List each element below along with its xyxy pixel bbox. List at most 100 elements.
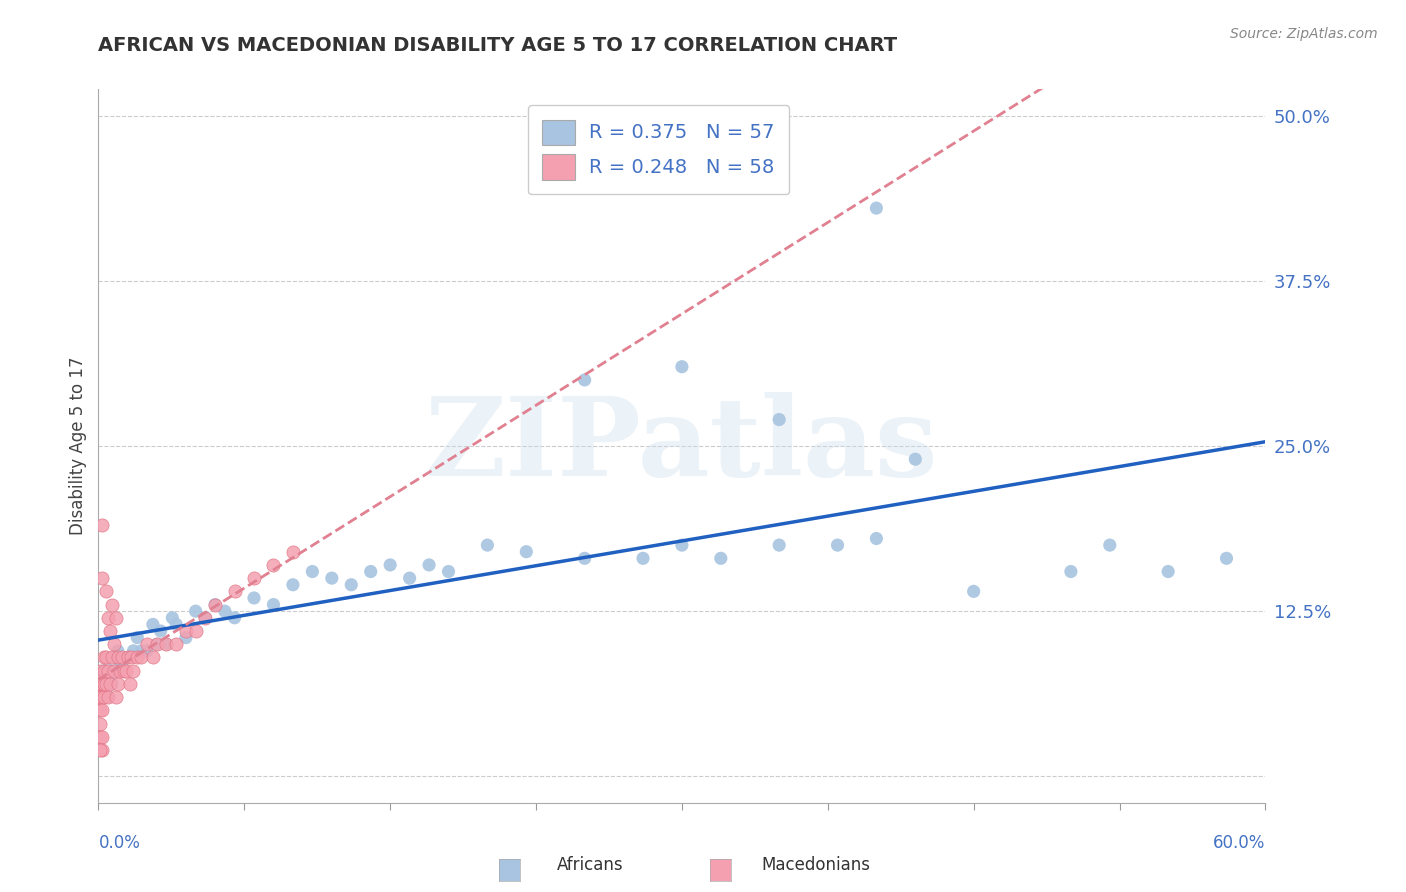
Text: ZIPatlas: ZIPatlas	[425, 392, 939, 500]
Y-axis label: Disability Age 5 to 17: Disability Age 5 to 17	[69, 357, 87, 535]
Point	[155, 637, 177, 651]
Point	[398, 571, 420, 585]
Point	[671, 538, 693, 552]
Point	[91, 690, 114, 704]
Point	[103, 637, 125, 651]
Point	[194, 611, 217, 625]
Point	[104, 664, 127, 678]
Point	[96, 677, 118, 691]
Point	[89, 716, 111, 731]
Point	[103, 650, 125, 665]
Point	[360, 565, 382, 579]
Point	[904, 452, 927, 467]
Point	[262, 598, 284, 612]
Point	[281, 545, 304, 559]
Point	[91, 677, 114, 691]
Text: 0.0%: 0.0%	[98, 834, 141, 852]
Text: AFRICAN VS MACEDONIAN DISABILITY AGE 5 TO 17 CORRELATION CHART: AFRICAN VS MACEDONIAN DISABILITY AGE 5 T…	[98, 36, 897, 54]
Point	[129, 644, 152, 658]
Point	[98, 677, 121, 691]
Point	[89, 703, 111, 717]
Point	[93, 650, 115, 665]
Point	[129, 650, 152, 665]
Point	[127, 650, 149, 665]
Point	[89, 664, 111, 678]
Point	[96, 677, 118, 691]
Point	[136, 644, 159, 658]
Point	[962, 584, 984, 599]
Point	[117, 650, 139, 665]
Point	[204, 598, 226, 612]
Point	[340, 578, 363, 592]
Point	[146, 637, 169, 651]
Point	[574, 551, 596, 566]
Point	[194, 611, 217, 625]
Point	[89, 690, 111, 704]
Point	[91, 518, 114, 533]
Point	[101, 598, 124, 612]
Text: Macedonians: Macedonians	[761, 856, 870, 874]
Point	[93, 664, 115, 678]
Point	[321, 571, 343, 585]
Point	[91, 730, 114, 744]
Point	[89, 690, 111, 704]
Point	[162, 611, 184, 625]
Point	[1157, 565, 1180, 579]
Point	[174, 624, 197, 638]
Point	[827, 538, 849, 552]
Point	[437, 565, 460, 579]
Point	[93, 677, 115, 691]
Point	[165, 617, 187, 632]
Point	[146, 637, 169, 651]
Point	[418, 558, 440, 572]
Point	[111, 650, 134, 665]
Point	[515, 545, 537, 559]
Point	[768, 412, 790, 426]
Point	[107, 677, 129, 691]
Point	[301, 565, 323, 579]
Point	[121, 650, 143, 665]
Point	[149, 624, 172, 638]
Point	[122, 644, 145, 658]
Text: 60.0%: 60.0%	[1213, 834, 1265, 852]
Point	[103, 664, 125, 678]
Point	[155, 637, 177, 651]
Point	[204, 598, 226, 612]
Text: Africans: Africans	[557, 856, 624, 874]
Point	[174, 631, 197, 645]
Point	[97, 611, 120, 625]
Point	[243, 571, 266, 585]
Point	[96, 584, 118, 599]
Point	[117, 650, 139, 665]
Point	[107, 650, 129, 665]
Point	[89, 743, 111, 757]
Legend: R = 0.375   N = 57, R = 0.248   N = 58: R = 0.375 N = 57, R = 0.248 N = 58	[529, 105, 789, 194]
Point	[101, 650, 124, 665]
Point	[111, 657, 134, 671]
Point	[104, 690, 127, 704]
Point	[93, 690, 115, 704]
Point	[98, 664, 121, 678]
Point	[142, 617, 165, 632]
Point	[477, 538, 499, 552]
Point	[1098, 538, 1121, 552]
Point	[98, 624, 121, 638]
Point	[136, 637, 159, 651]
Text: Source: ZipAtlas.com: Source: ZipAtlas.com	[1230, 27, 1378, 41]
Point	[108, 664, 131, 678]
Point	[710, 551, 733, 566]
Point	[114, 664, 136, 678]
Point	[768, 538, 790, 552]
Point	[281, 578, 304, 592]
Point	[262, 558, 284, 572]
Point	[91, 677, 114, 691]
Point	[107, 644, 129, 658]
Point	[184, 624, 207, 638]
Point	[89, 677, 111, 691]
Point	[214, 604, 236, 618]
Point	[97, 690, 120, 704]
Point	[1060, 565, 1083, 579]
Point	[671, 359, 693, 374]
Point	[89, 730, 111, 744]
Point	[122, 664, 145, 678]
